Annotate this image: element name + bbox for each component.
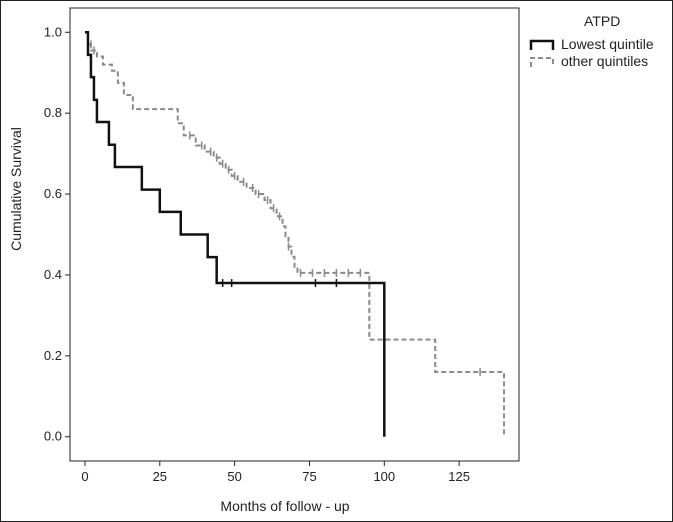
x-tick-label: 125 [448, 469, 470, 484]
x-tick-label: 100 [373, 469, 395, 484]
x-axis: 0 25 50 75 100 125 [81, 461, 470, 484]
legend-entry-other-quintiles: other quintiles [530, 53, 648, 69]
y-axis: 0.0 0.2 0.4 0.6 0.8 1.0 [44, 24, 70, 444]
legend-label-other-quintiles: other quintiles [561, 53, 648, 69]
y-tick-label: 0.8 [44, 105, 62, 120]
legend-swatch-lowest-quintile [529, 39, 555, 50]
legend-label-lowest-quintile: Lowest quintile [561, 36, 654, 52]
x-axis-title: Months of follow - up [220, 498, 349, 514]
x-tick-label: 0 [81, 469, 88, 484]
x-tick-label: 75 [302, 469, 316, 484]
y-tick-label: 1.0 [44, 24, 62, 39]
series-layer [84, 31, 506, 437]
legend: ATPD Lowest quintile other quintiles [529, 13, 654, 69]
legend-swatch-other-quintiles [530, 57, 554, 67]
y-tick-label: 0.4 [44, 267, 62, 282]
series-line-lowest-quintile [84, 31, 386, 437]
y-axis-title: Cumulative Survival [8, 127, 24, 251]
y-tick-label: 0.2 [44, 348, 62, 363]
legend-entry-lowest-quintile: Lowest quintile [529, 36, 654, 52]
x-tick-label: 25 [153, 469, 167, 484]
legend-title: ATPD [584, 13, 620, 29]
series-line-other-quintiles [84, 31, 506, 437]
y-tick-label: 0.6 [44, 186, 62, 201]
y-tick-label: 0.0 [44, 429, 62, 444]
plot-area [69, 7, 520, 462]
x-tick-label: 50 [227, 469, 241, 484]
